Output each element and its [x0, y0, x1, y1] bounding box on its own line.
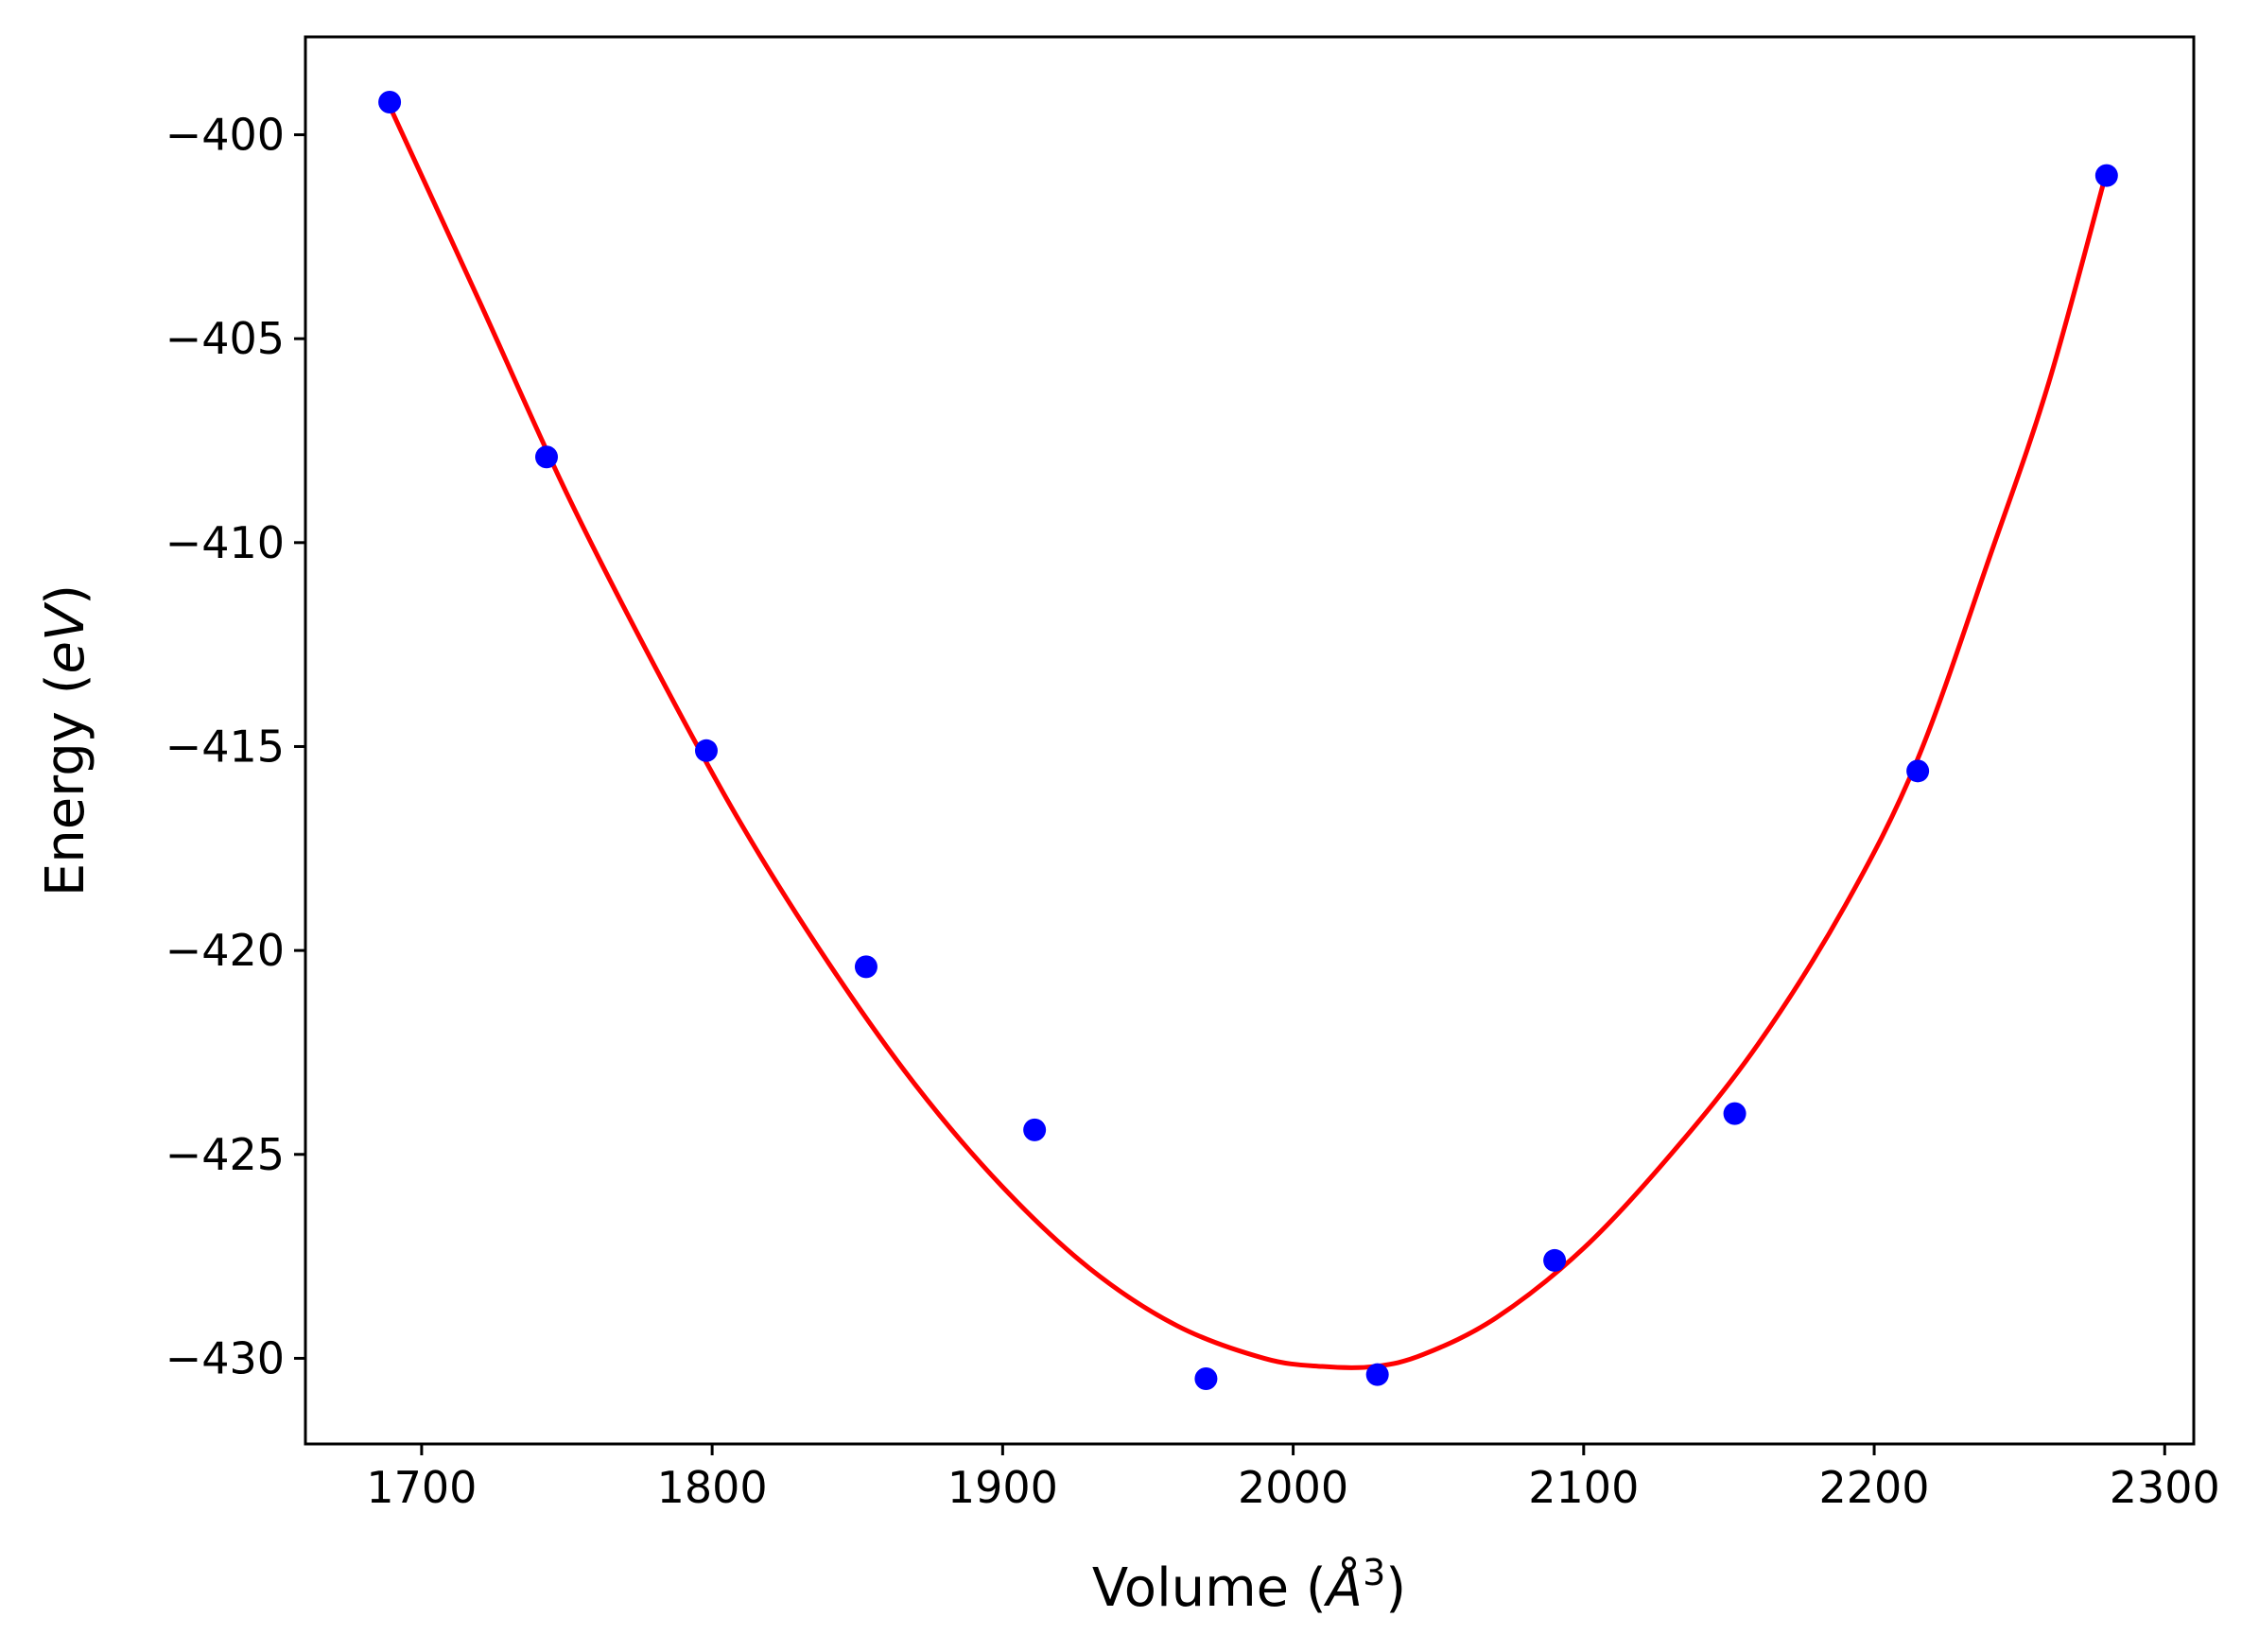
x-axis-ticks: 1700 1800 1900 2000 2100 2200 2300 [366, 1444, 2220, 1513]
data-point [1365, 1363, 1389, 1386]
data-point [2094, 164, 2118, 187]
plot-area [305, 37, 2194, 1444]
data-point [535, 445, 559, 469]
x-tick-label: 2300 [2110, 1462, 2220, 1513]
plot-frame [304, 35, 2196, 1446]
x-tick-label: 1700 [366, 1462, 477, 1513]
x-tick-label: 2000 [1238, 1462, 1348, 1513]
series-layer [378, 91, 2118, 1390]
data-point [694, 739, 718, 762]
x-tick-label: 1900 [947, 1462, 1058, 1513]
x-tick-label: 2200 [1819, 1462, 1930, 1513]
data-point [1723, 1102, 1746, 1125]
data-point [1023, 1118, 1047, 1141]
y-tick-label: −405 [165, 313, 285, 364]
y-tick-label: −410 [165, 517, 285, 568]
x-tick-label: 1800 [657, 1462, 768, 1513]
y-tick-label: −430 [165, 1332, 285, 1383]
data-point [1906, 759, 1930, 783]
data-point [854, 955, 878, 979]
y-axis-ticks: −400 −405 −410 −415 −420 −425 −430 [165, 110, 305, 1383]
x-axis-label: Volume (Å3) [1092, 1552, 1406, 1619]
data-point [1543, 1248, 1567, 1272]
y-tick-label: −420 [165, 925, 285, 976]
y-tick-label: −400 [165, 110, 285, 161]
y-tick-label: −415 [165, 721, 285, 772]
x-tick-label: 2100 [1528, 1462, 1639, 1513]
y-axis-label: Energy (eV) [35, 584, 96, 896]
data-point [378, 91, 402, 114]
data-point [1194, 1366, 1218, 1390]
y-tick-label: −425 [165, 1129, 285, 1180]
